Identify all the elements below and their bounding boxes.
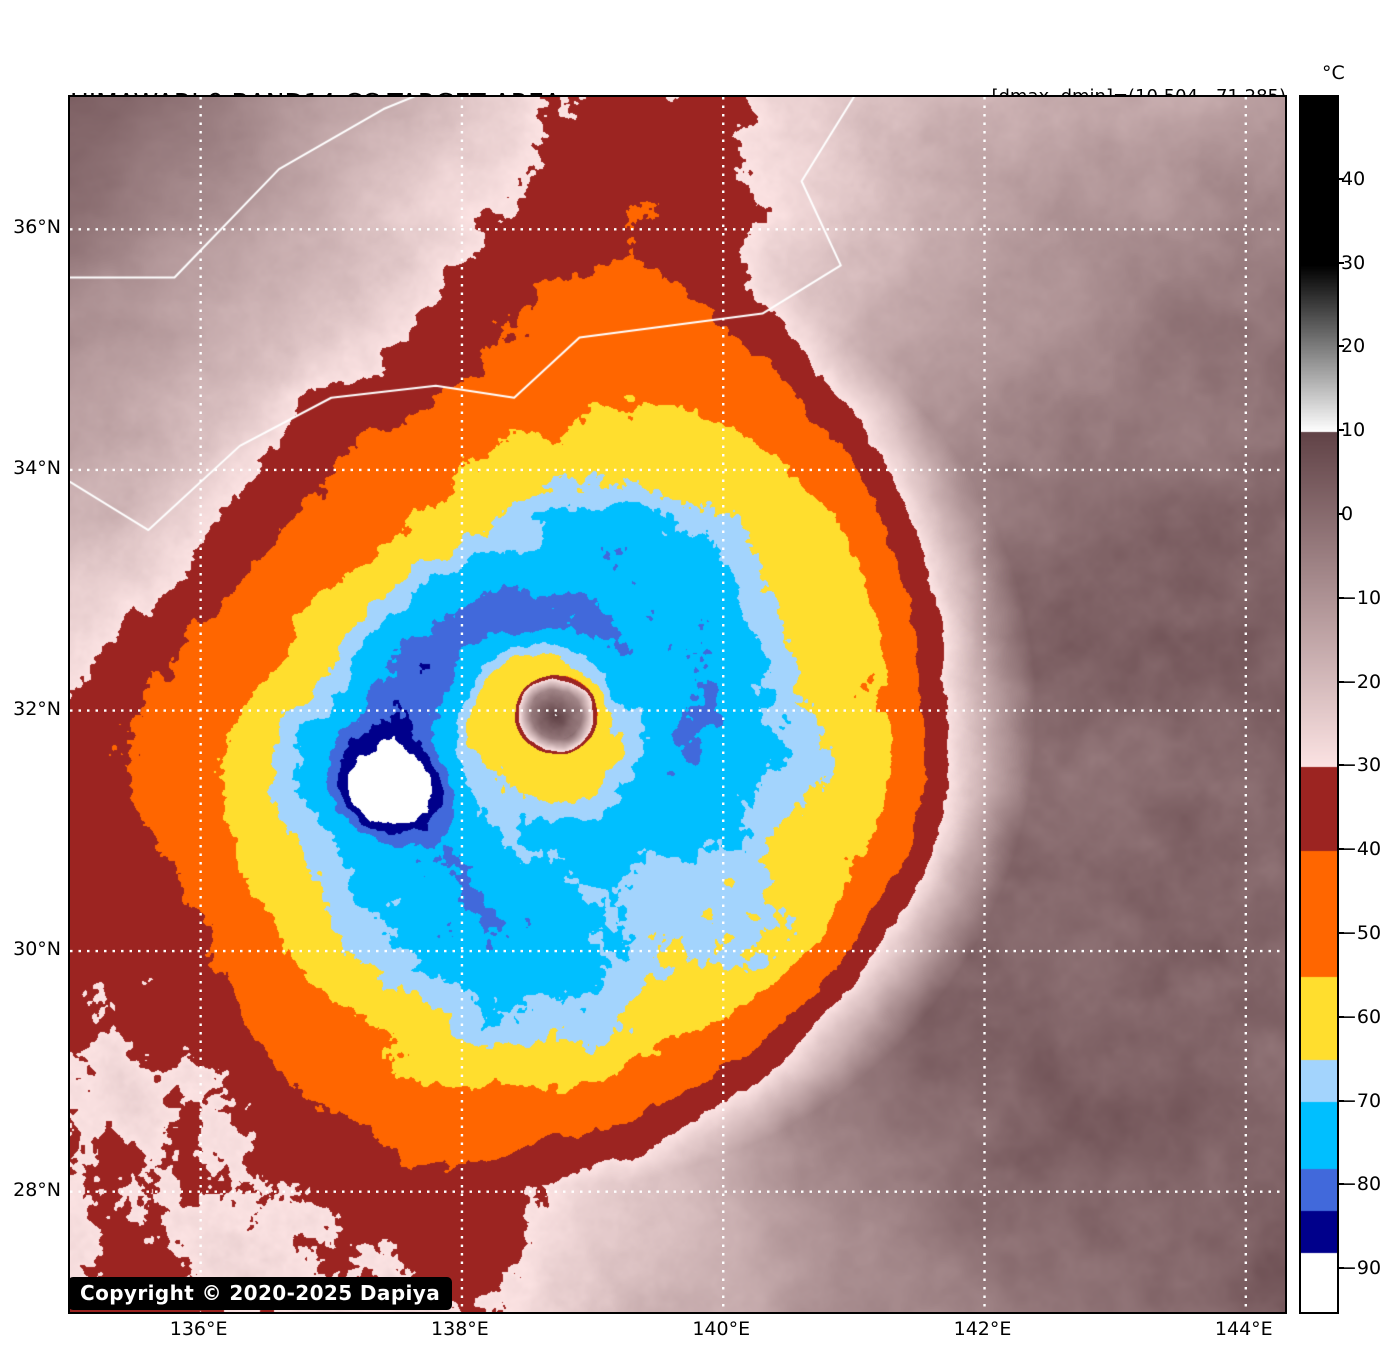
colorbar-tickmark [1337, 764, 1344, 767]
colorbar-tickmark [1337, 680, 1344, 683]
lon-tick-label: 138°E [431, 1318, 489, 1340]
colorbar-tick-label: 10 [1341, 419, 1366, 442]
colorbar-tick-label: 30 [1341, 251, 1366, 274]
colorbar-tick-label: 40 [1341, 167, 1366, 190]
temperature-colorbar[interactable] [1299, 95, 1339, 1314]
colorbar-tick-label: −50 [1341, 921, 1382, 944]
colorbar-tick-label: −20 [1341, 670, 1382, 693]
satellite-imagery-canvas [70, 97, 1285, 1312]
colorbar-tickmark [1337, 1015, 1344, 1018]
colorbar-tick-label: −70 [1341, 1089, 1382, 1112]
colorbar-tick-label: −10 [1341, 586, 1382, 609]
colorbar-unit-label: °C [1322, 62, 1345, 84]
lat-tick-label: 34°N [13, 456, 61, 479]
colorbar-tickmark [1337, 1267, 1344, 1270]
colorbar-tickmark [1337, 931, 1344, 934]
lon-tick-label: 142°E [953, 1318, 1012, 1340]
colorbar-tickmark [1337, 177, 1344, 180]
lon-tick-label: 140°E [692, 1318, 751, 1340]
lon-tick-label: 136°E [169, 1318, 228, 1340]
lat-tick-label: 36°N [13, 216, 61, 239]
colorbar-tick-label: −40 [1341, 838, 1382, 861]
colorbar-tick-label: −30 [1341, 754, 1382, 777]
satellite-image-plot[interactable] [68, 95, 1287, 1314]
lon-tick-label: 144°E [1214, 1318, 1273, 1340]
colorbar-tickmark [1337, 848, 1344, 851]
colorbar-gradient [1301, 97, 1337, 1312]
colorbar-tick-label: 0 [1341, 502, 1354, 525]
colorbar-tick-label: −60 [1341, 1005, 1382, 1028]
colorbar-tick-label: −90 [1341, 1257, 1382, 1280]
colorbar-tickmark [1337, 1099, 1344, 1102]
colorbar-tickmark [1337, 429, 1344, 432]
lat-tick-label: 30°N [13, 938, 61, 961]
colorbar-tickmark [1337, 512, 1344, 515]
colorbar-tick-label: −80 [1341, 1173, 1382, 1196]
lat-tick-label: 28°N [13, 1178, 61, 1201]
colorbar-tickmark [1337, 345, 1344, 348]
lat-tick-label: 32°N [13, 697, 61, 720]
colorbar-tickmark [1337, 1183, 1344, 1186]
colorbar-tick-label: 20 [1341, 335, 1366, 358]
colorbar-tickmark [1337, 596, 1344, 599]
copyright-badge: Copyright © 2020-2025 Dapiya [68, 1277, 453, 1310]
colorbar-tickmark [1337, 261, 1344, 264]
